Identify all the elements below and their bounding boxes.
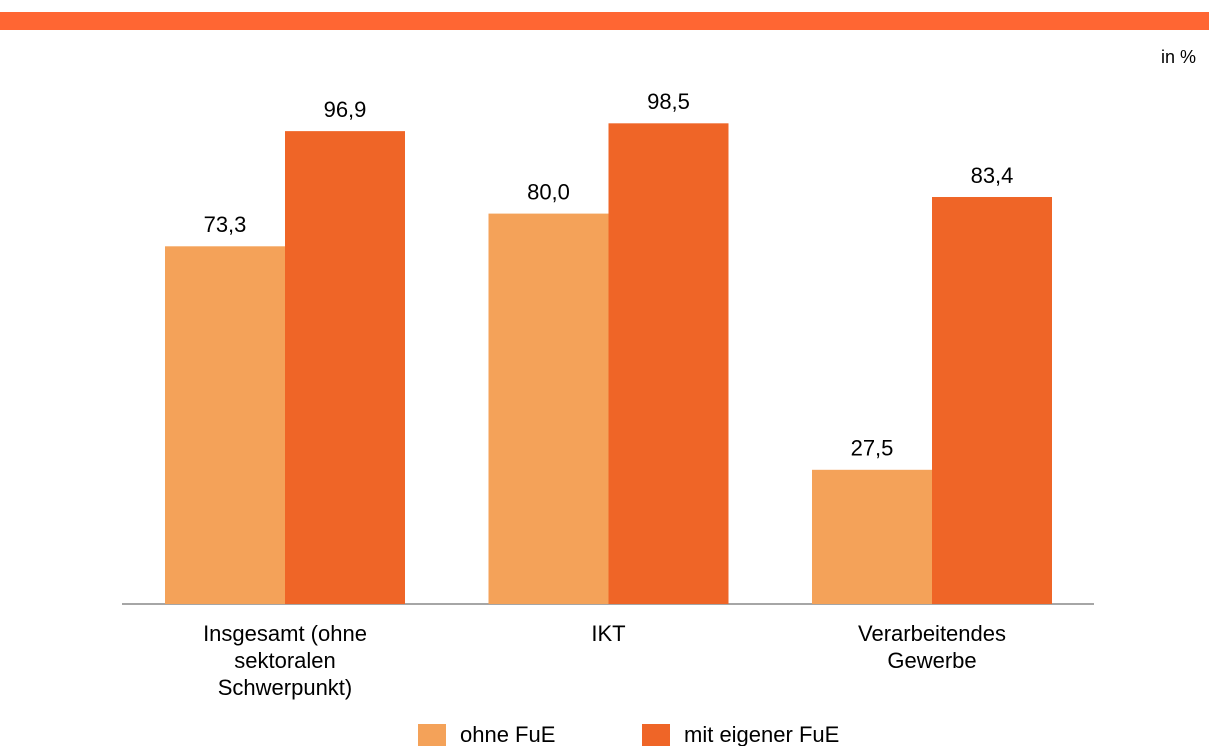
legend-swatch bbox=[642, 724, 670, 746]
data-label: 98,5 bbox=[647, 89, 690, 114]
x-tick-label: IKT bbox=[591, 621, 626, 646]
legend-label: mit eigener FuE bbox=[684, 722, 839, 746]
bar bbox=[165, 246, 285, 604]
header-bar bbox=[0, 12, 1209, 30]
bar bbox=[285, 131, 405, 605]
bar bbox=[608, 123, 729, 604]
legend-label: ohne FuE bbox=[460, 722, 555, 746]
bar bbox=[812, 469, 932, 604]
bar bbox=[932, 197, 1052, 604]
data-label: 96,9 bbox=[324, 97, 367, 122]
data-label: 27,5 bbox=[851, 436, 894, 461]
data-label: 83,4 bbox=[971, 163, 1014, 188]
data-label: 73,3 bbox=[204, 212, 247, 237]
x-tick-label: Insgesamt (ohne sektoralen Schwerpunkt) bbox=[203, 621, 367, 700]
legend-swatch bbox=[418, 724, 446, 746]
data-label: 80,0 bbox=[527, 179, 570, 204]
bar bbox=[488, 213, 609, 604]
x-tick-label: Verarbeitendes Gewerbe bbox=[858, 621, 1006, 673]
unit-label: in % bbox=[1161, 47, 1196, 67]
